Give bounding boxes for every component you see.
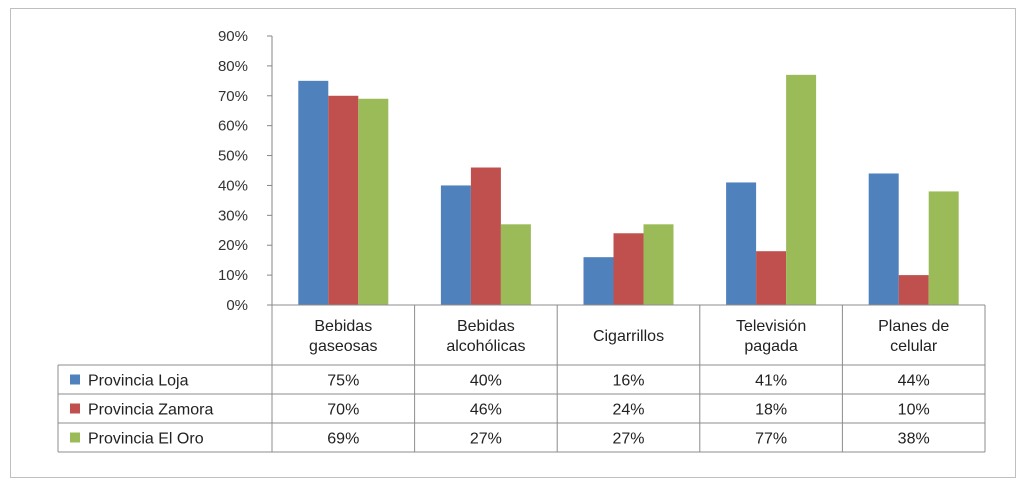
table-value: 70% — [327, 402, 359, 419]
bar — [928, 191, 959, 305]
category-label: Bebidas — [457, 318, 515, 335]
category-label: pagada — [744, 338, 797, 355]
y-tick-label: 40% — [218, 177, 248, 194]
bar — [786, 74, 817, 305]
bar — [868, 173, 899, 305]
legend-entry: Provincia Loja — [88, 373, 189, 390]
category-label: Televisión — [736, 318, 806, 335]
bar — [358, 98, 389, 306]
table-value: 75% — [327, 373, 359, 390]
table-value: 24% — [612, 402, 644, 419]
table-value: 27% — [612, 431, 644, 448]
y-tick-label: 70% — [218, 88, 248, 105]
y-tick-label: 60% — [218, 118, 248, 135]
legend-entry: Provincia Zamora — [88, 402, 213, 419]
table-value: 77% — [755, 431, 787, 448]
bar — [500, 224, 531, 305]
table-value: 38% — [898, 431, 930, 448]
y-tick-label: 80% — [218, 58, 248, 75]
y-tick-label: 20% — [218, 237, 248, 254]
category-label: Cigarrillos — [593, 328, 664, 345]
category-label: Bebidas — [314, 318, 372, 335]
bar — [613, 233, 644, 305]
bar — [583, 257, 614, 305]
table-value: 27% — [470, 431, 502, 448]
table-value: 69% — [327, 431, 359, 448]
category-label: celular — [890, 338, 938, 355]
bar — [898, 275, 929, 305]
table-value: 10% — [898, 402, 930, 419]
category-label: Planes de — [878, 318, 949, 335]
legend-key — [70, 403, 80, 414]
legend-entry: Provincia El Oro — [88, 431, 204, 448]
bar — [298, 80, 329, 305]
table-value: 18% — [755, 402, 787, 419]
category-label: gaseosas — [309, 338, 378, 355]
bar — [440, 185, 471, 305]
category-label: alcohólicas — [446, 338, 525, 355]
bar — [328, 95, 359, 306]
legend-key — [70, 374, 80, 385]
table-value: 46% — [470, 402, 502, 419]
table-value: 41% — [755, 373, 787, 390]
y-tick-label: 90% — [218, 28, 248, 45]
bar — [756, 251, 787, 305]
y-tick-label: 50% — [218, 148, 248, 165]
bar — [726, 182, 757, 305]
y-tick-label: 30% — [218, 207, 248, 224]
y-tick-label: 10% — [218, 267, 248, 284]
bar — [470, 167, 501, 305]
legend-key — [70, 432, 80, 443]
y-tick-label: 0% — [226, 297, 248, 314]
table-value: 40% — [470, 373, 502, 390]
table-value: 44% — [898, 373, 930, 390]
table-value: 16% — [612, 373, 644, 390]
bar — [643, 224, 674, 305]
